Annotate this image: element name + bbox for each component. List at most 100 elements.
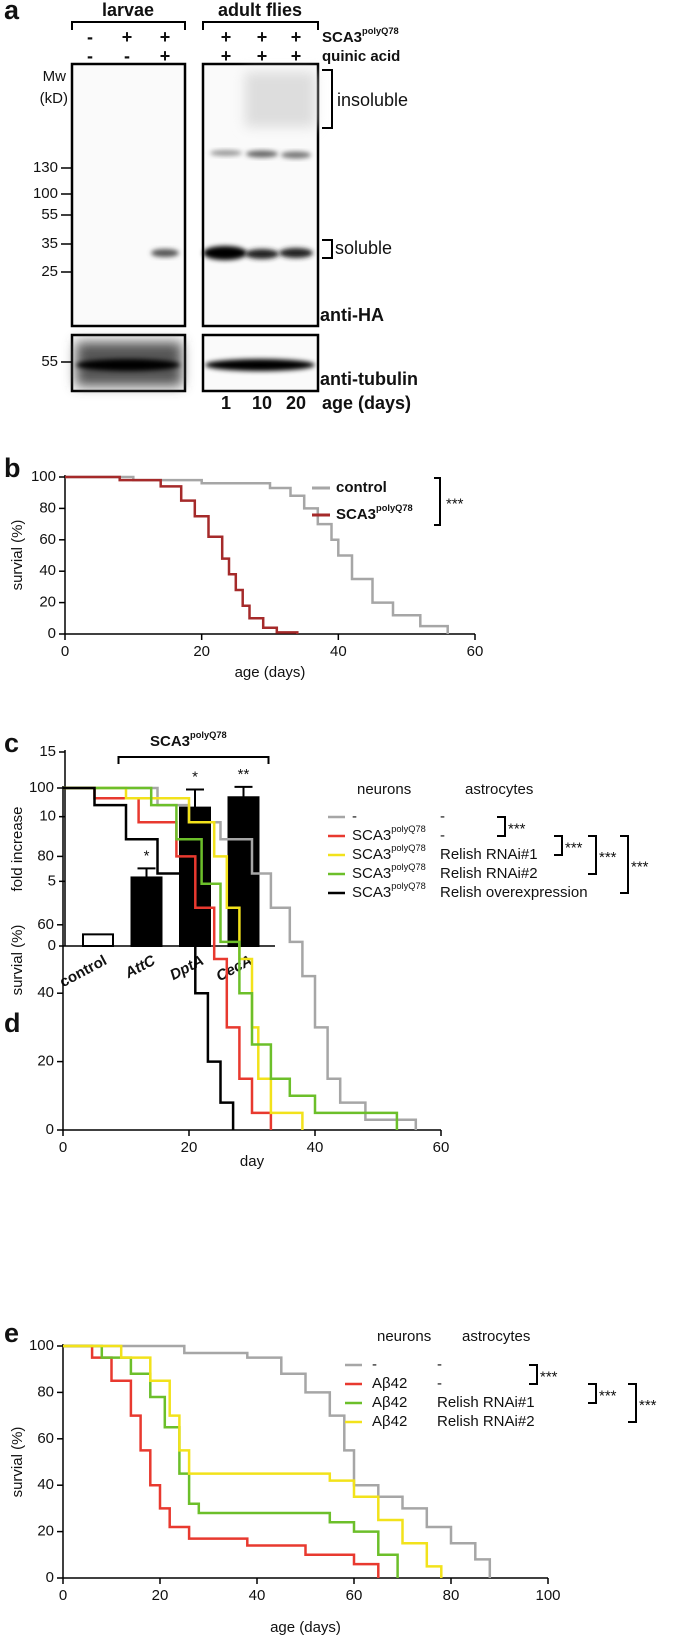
x-tick-label: CecA	[213, 952, 255, 985]
significance-label: ***	[599, 849, 617, 866]
bar	[227, 796, 260, 947]
lane-label: 20	[286, 393, 306, 413]
y-tick-label: 100	[29, 779, 54, 796]
lane-label: 1	[221, 393, 231, 413]
y-tick-label: 0	[46, 1121, 54, 1138]
x-tick-label: 20	[152, 1587, 169, 1604]
y-tick-label: 15	[39, 743, 56, 760]
y-tick-label: 100	[29, 1337, 54, 1354]
significance-bracket	[588, 1383, 597, 1404]
y-tick-label: 20	[37, 1523, 54, 1540]
marker-label: 100	[33, 185, 58, 202]
survival-curve	[63, 786, 399, 1130]
legend-header: neurons	[357, 781, 411, 798]
y-tick-label: 60	[37, 1430, 54, 1447]
sign: -	[124, 46, 130, 66]
row-label: SCA3polyQ78	[322, 26, 399, 46]
x-tick-label: 40	[307, 1139, 324, 1156]
significance-bracket	[497, 816, 506, 837]
significance-label: *	[192, 768, 198, 785]
significance-bracket	[434, 477, 441, 526]
superscript: polyQ78	[391, 881, 426, 891]
y-tick-label: 100	[31, 468, 56, 485]
legend-neurons: Aβ42	[372, 1413, 407, 1430]
legend-neurons: SCA3polyQ78	[352, 843, 426, 863]
y-tick-label: 20	[37, 1053, 54, 1070]
survival-curve	[65, 475, 449, 634]
mw-label: (kD)	[40, 90, 68, 107]
survival-curve	[63, 786, 235, 1130]
significance-label: ***	[639, 1397, 657, 1414]
x-tick-label: DptA	[167, 952, 207, 984]
significance-bracket	[588, 835, 597, 875]
x-axis-title: day	[240, 1153, 265, 1170]
y-tick-label: 40	[37, 984, 54, 1001]
legend-astrocytes: Relish RNAi#2	[440, 865, 538, 882]
legend-astrocytes: Relish overexpression	[440, 884, 588, 901]
significance-bracket	[554, 835, 563, 856]
sign: +	[257, 27, 268, 47]
group-label: adult flies	[218, 0, 302, 20]
legend-header: astrocytes	[462, 1328, 530, 1345]
y-tick-label: 0	[48, 937, 56, 954]
survival-curve	[63, 1344, 492, 1578]
x-tick-label: 40	[330, 643, 347, 660]
significance-label: **	[238, 766, 250, 783]
y-tick-label: 80	[37, 1383, 54, 1400]
y-tick-label: 60	[39, 531, 56, 548]
x-axis-title: age (days)	[235, 664, 306, 681]
sign: +	[291, 27, 302, 47]
marker-label: 55	[41, 353, 58, 370]
legend-neurons: -	[352, 808, 357, 825]
y-tick-label: 40	[39, 562, 56, 579]
significance-bracket	[628, 1383, 637, 1423]
x-tick-label: control	[57, 952, 110, 991]
superscript: polyQ78	[391, 824, 426, 834]
text-main: SCA3	[352, 884, 391, 901]
text-main: Aβ42	[372, 1375, 407, 1392]
superscript: polyQ78	[190, 730, 227, 740]
panel-label: a	[4, 0, 20, 25]
bar	[82, 933, 114, 947]
legend-astrocytes: -	[440, 808, 445, 825]
panel-label: b	[4, 453, 21, 483]
band	[279, 248, 313, 258]
x-tick-label: 20	[193, 643, 210, 660]
band	[205, 359, 315, 371]
x-tick-label: 0	[59, 1587, 67, 1604]
panel-label: e	[4, 1318, 19, 1348]
legend-header: astrocytes	[465, 781, 533, 798]
significance-label: ***	[631, 858, 649, 875]
marker-label: 35	[41, 235, 58, 252]
superscript: polyQ78	[362, 26, 399, 36]
sign: +	[221, 27, 232, 47]
legend-astrocytes: Relish RNAi#2	[437, 1413, 535, 1430]
panel-label: d	[4, 1008, 21, 1038]
sign: -	[87, 46, 93, 66]
significance-label: ***	[599, 1387, 617, 1404]
fraction-label: insoluble	[337, 90, 408, 110]
sign: +	[257, 46, 268, 66]
text-main: SCA3	[322, 29, 362, 46]
legend-astrocytes: Relish RNAi#1	[440, 846, 538, 863]
x-tick-label: 80	[443, 1587, 460, 1604]
survival-curve	[65, 475, 299, 634]
lanes-title: age (days)	[322, 393, 411, 413]
legend-neurons: SCA3polyQ78	[352, 881, 426, 901]
legend-astrocytes: -	[437, 1356, 442, 1373]
y-axis-title: fold increase	[9, 806, 26, 891]
y-tick-label: 80	[37, 847, 54, 864]
significance-bracket	[620, 835, 629, 894]
text-main: -	[372, 1356, 377, 1373]
significance-label: ***	[565, 839, 583, 856]
sign: +	[160, 46, 171, 66]
y-tick-label: 60	[37, 916, 54, 933]
sign: +	[291, 46, 302, 66]
legend-neurons: -	[372, 1356, 377, 1373]
text-main: -	[352, 808, 357, 825]
text-main: SCA3	[336, 506, 376, 523]
marker-label: 55	[41, 206, 58, 223]
text-main: Aβ42	[372, 1394, 407, 1411]
text-main: SCA3	[352, 846, 391, 863]
antibody-label: anti-tubulin	[320, 369, 418, 389]
